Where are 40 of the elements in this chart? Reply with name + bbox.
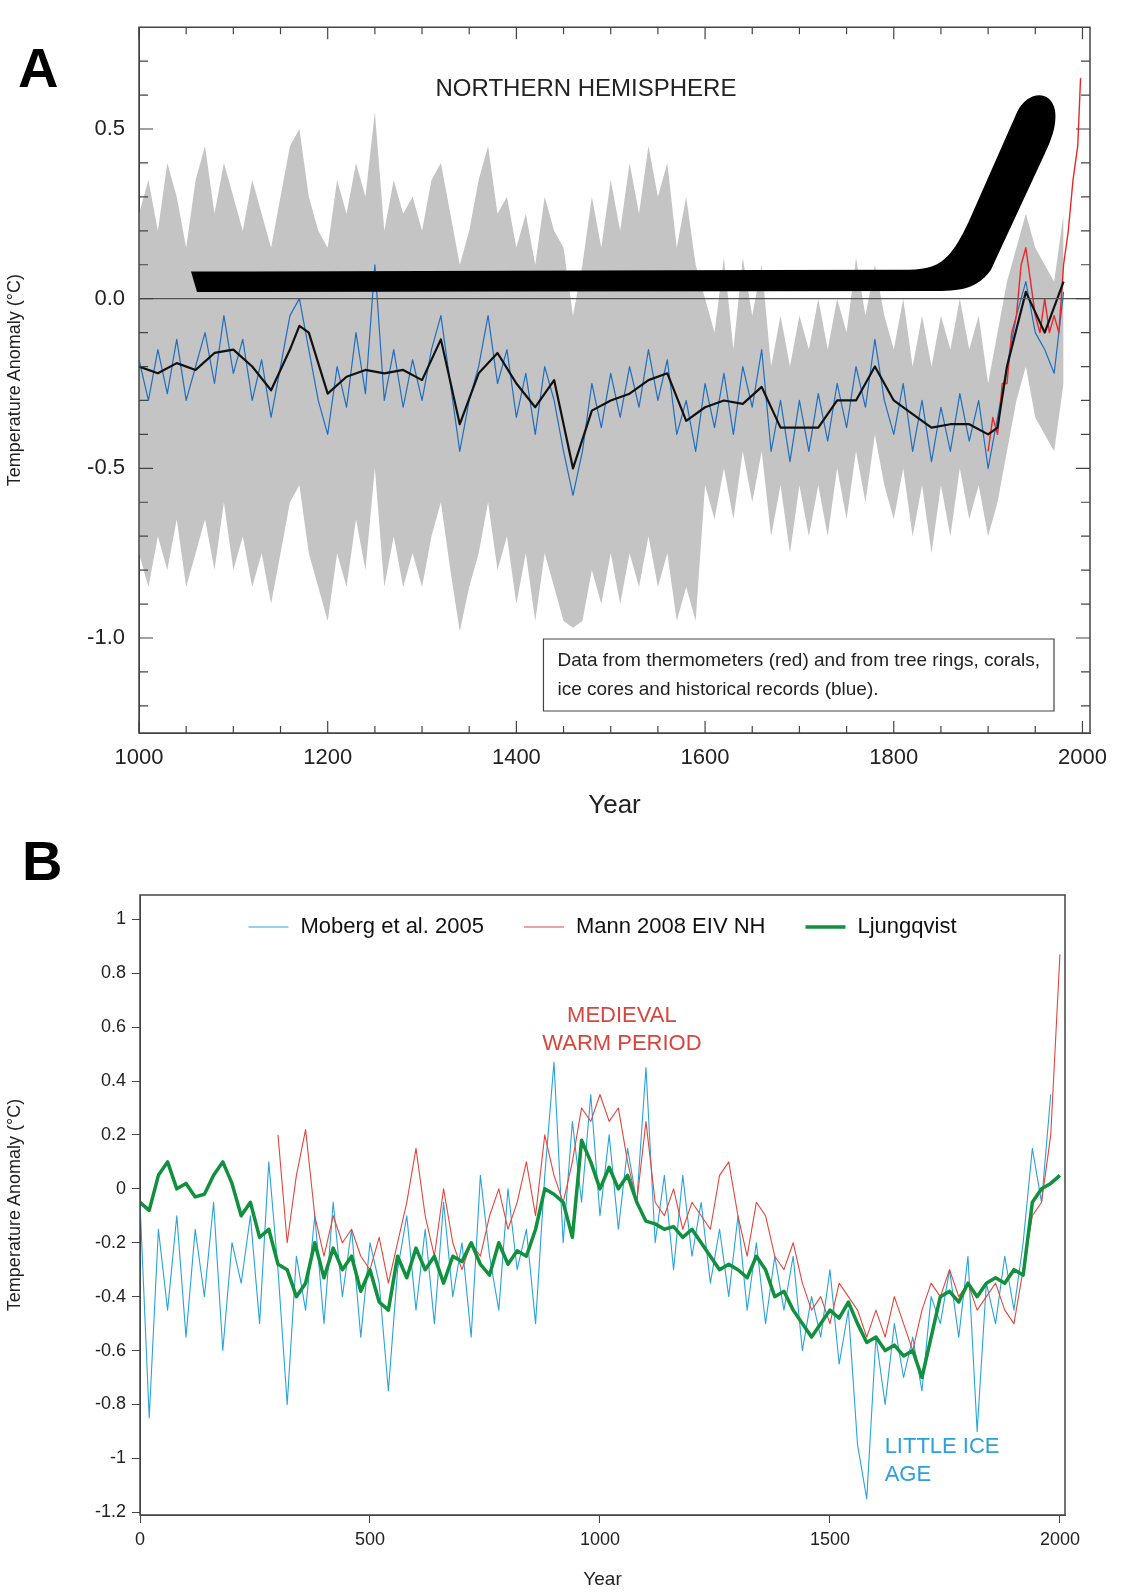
y-tick-label: -0.5 — [87, 454, 125, 480]
y-tick-label: -1 — [109, 1447, 126, 1468]
text: NORTHERN HEMISPHERE — [435, 73, 737, 101]
y-tick-label: 0.6 — [100, 1016, 126, 1037]
y-axis-title: Temperature Anomaly (°C) — [3, 1098, 24, 1312]
y-tick-label: 0.0 — [94, 284, 125, 310]
y-tick-label: 0.5 — [94, 115, 125, 141]
y-tick-label: -0.6 — [94, 1339, 126, 1360]
x-tick-label: 1600 — [680, 744, 730, 770]
x-tick-label: 1200 — [303, 744, 353, 770]
x-tick-label: 500 — [354, 1528, 386, 1549]
y-tick-label: 0 — [115, 1177, 126, 1198]
y-tick-label: 0.2 — [100, 1123, 126, 1144]
legend-label: Moberg et al. 2005 — [300, 913, 484, 939]
x-tick-label: 1400 — [491, 744, 541, 770]
x-axis-title: Year — [583, 1567, 623, 1589]
annotation: LITTLE ICE AGE — [884, 1433, 1000, 1487]
x-tick-label: 0 — [134, 1528, 146, 1549]
x-tick-label: 1800 — [869, 744, 919, 770]
y-tick-label: -0.2 — [94, 1231, 126, 1252]
y-tick-label: -1.0 — [87, 624, 125, 650]
text: B — [22, 829, 63, 892]
legend-label: Ljungqvist — [857, 913, 957, 939]
y-tick-label: 0.4 — [100, 1069, 126, 1090]
y-tick-label: -0.4 — [94, 1285, 126, 1306]
annotation: Data from thermometers (red) and from tree rings, corals, ice cores and historical records (blue). — [557, 648, 1040, 699]
x-tick-label: 2000 — [1057, 744, 1107, 770]
text: A — [18, 36, 59, 99]
y-tick-label: -0.8 — [94, 1393, 126, 1414]
x-axis-title: Year — [588, 788, 642, 819]
x-tick-label: 1500 — [809, 1528, 850, 1549]
y-axis-title: Temperature Anomaly (°C) — [3, 273, 24, 487]
x-tick-label: 1000 — [579, 1528, 620, 1549]
y-tick-label: 1 — [115, 908, 126, 929]
legend-label: Mann 2008 EIV NH — [575, 913, 766, 939]
x-tick-label: 1000 — [114, 744, 164, 770]
annotation: MEDIEVAL WARM PERIOD — [542, 1002, 702, 1056]
y-tick-label: 0.8 — [100, 962, 126, 983]
y-tick-label: -1.2 — [94, 1501, 126, 1522]
x-tick-label: 2000 — [1039, 1528, 1080, 1549]
